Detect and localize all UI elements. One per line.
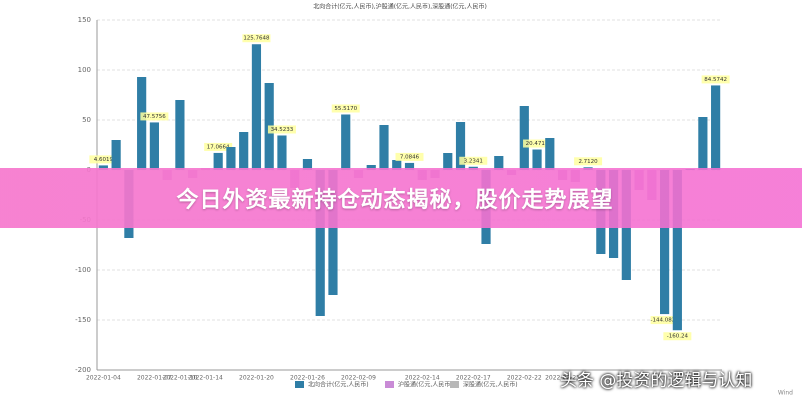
- label-bg: [242, 34, 271, 43]
- x-tick-label: 2022-01-20: [239, 375, 274, 382]
- bar: [455, 122, 466, 170]
- value-label: 84.5742: [704, 77, 727, 83]
- x-tick-label: 2022-02-17: [456, 375, 491, 382]
- value-label: 7.0846: [400, 154, 420, 160]
- value-label: 125.7648: [243, 36, 270, 42]
- chart-title: 北向合计(亿元,人民币),沪股通(亿元,人民币),深股通(亿元,人民币): [313, 3, 487, 11]
- label-bg: [523, 139, 552, 148]
- bar: [392, 160, 402, 170]
- bar: [315, 170, 325, 316]
- legend-swatch: [450, 381, 459, 388]
- bar: [698, 117, 708, 170]
- value-label: 55.5170: [334, 106, 357, 112]
- label-bg: [701, 75, 730, 84]
- legend-label: 深股通(亿元,人民币): [463, 381, 518, 389]
- value-label: 34.5233: [271, 127, 294, 133]
- legend-swatch: [385, 381, 394, 388]
- value-label: -144.0822: [650, 318, 678, 324]
- value-label: 20.4711: [526, 141, 549, 147]
- y-tick-label: 100: [78, 66, 91, 74]
- source: Wind: [778, 390, 793, 397]
- x-tick-label: 2022-02-25: [545, 375, 580, 382]
- x-tick-label: 2022-01-14: [188, 375, 223, 382]
- value-label: 4.6019: [94, 157, 114, 163]
- bar: [494, 156, 504, 170]
- label-bg: [574, 157, 603, 166]
- label-bg: [663, 332, 692, 341]
- y-tick-label: 50: [82, 116, 91, 124]
- headline: 今日外资最新持仓动态揭秘，股价走势展望: [176, 188, 614, 213]
- x-tick-label: 2022-01-26: [290, 375, 325, 382]
- label-bg: [331, 104, 360, 113]
- banner: 今日外资最新持仓动态揭秘，股价走势展望: [0, 168, 802, 228]
- y-tick-label: -100: [75, 266, 91, 274]
- x-tick-label: 2022-01-07: [137, 375, 172, 382]
- label-bg: [89, 155, 118, 164]
- x-tick-label: 2022-02-14: [405, 375, 440, 382]
- bar: [149, 122, 159, 170]
- y-tick-label: -200: [75, 366, 91, 374]
- bar: [443, 153, 453, 170]
- bar: [672, 170, 682, 331]
- bar: [213, 152, 223, 170]
- label-bg: [267, 125, 296, 134]
- bar: [111, 140, 121, 170]
- bar: [226, 147, 236, 170]
- value-label: 3.2341: [464, 158, 483, 164]
- bar: [545, 138, 555, 170]
- legend-swatch: [295, 381, 304, 388]
- value-label: 17.0664: [207, 144, 230, 150]
- y-tick-label: -150: [75, 316, 91, 324]
- bar: [239, 132, 249, 170]
- label-bg: [204, 142, 233, 151]
- bar: [532, 149, 542, 170]
- legend-label: 沪股通(亿元,人民币): [398, 381, 453, 389]
- bar: [251, 44, 262, 170]
- x-tick-label: 2022-01-10: [162, 375, 197, 382]
- x-tick-label: 2022-01-04: [86, 375, 121, 382]
- bar: [277, 135, 287, 170]
- bar: [137, 77, 147, 170]
- bar: [404, 162, 415, 170]
- bar: [711, 85, 721, 170]
- value-label: -160.24: [667, 334, 689, 340]
- bar: [302, 159, 313, 170]
- label-bg: [650, 316, 679, 325]
- bar: [341, 114, 351, 170]
- value-label: 47.5756: [143, 114, 166, 120]
- value-label: 2.7120: [578, 159, 598, 165]
- bar: [660, 170, 670, 315]
- x-tick-label: 2022-02-22: [507, 375, 542, 382]
- bar: [175, 100, 185, 170]
- watermark: 头条 @投资的逻辑与认知: [560, 371, 753, 391]
- bar: [519, 106, 529, 170]
- legend-label: 北向合计(亿元,人民币): [308, 381, 369, 389]
- bar: [98, 165, 108, 170]
- label-bg: [395, 152, 424, 161]
- label-bg: [140, 112, 169, 121]
- y-tick-label: 150: [78, 16, 91, 24]
- label-bg: [459, 156, 488, 165]
- bar: [379, 125, 389, 170]
- bar: [366, 165, 376, 170]
- bar: [328, 170, 338, 295]
- x-tick-label: 2022-02-09: [341, 375, 376, 382]
